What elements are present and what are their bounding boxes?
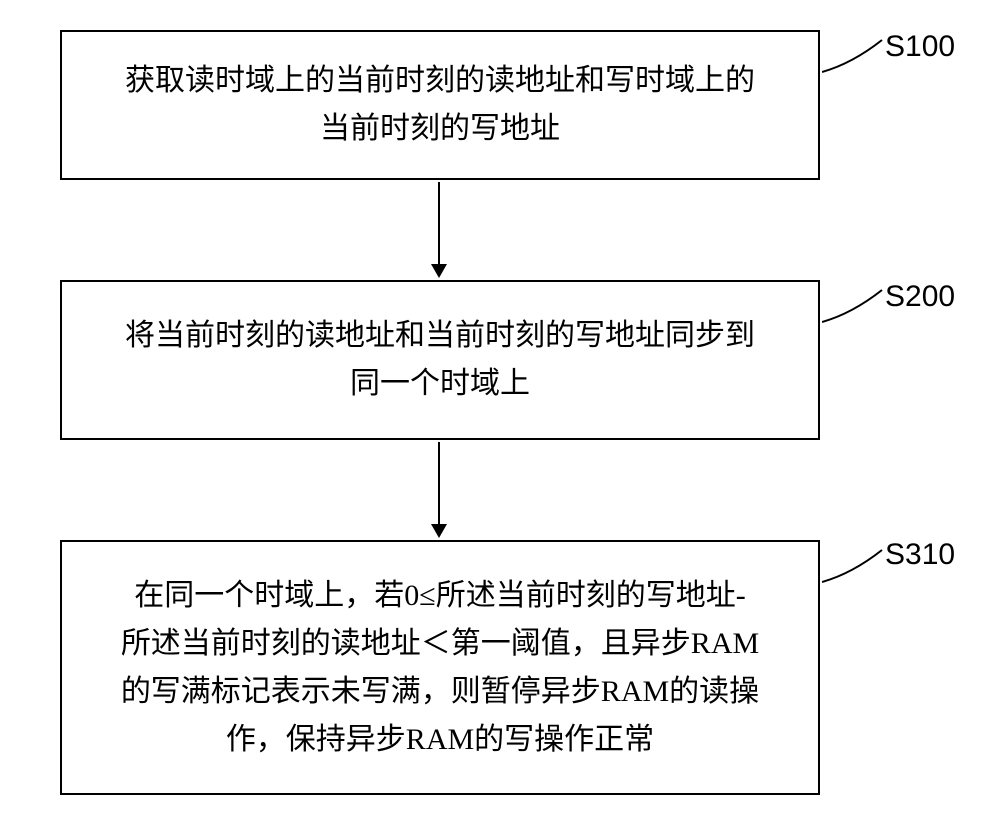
step-label: S200 [885, 280, 955, 314]
flowchart-box: 在同一个时域上，若0≤所述当前时刻的写地址- 所述当前时刻的读地址＜第一阈值，且… [60, 540, 820, 795]
flowchart-box: 获取读时域上的当前时刻的读地址和写时域上的 当前时刻的写地址 [60, 30, 820, 180]
arrow-head-icon [431, 524, 447, 538]
arrow-line [438, 182, 440, 266]
step-label: S310 [885, 538, 955, 572]
flowchart-box-text: 获取读时域上的当前时刻的读地址和写时域上的 当前时刻的写地址 [125, 57, 755, 153]
flowchart-box-text: 将当前时刻的读地址和当前时刻的写地址同步到 同一个时域上 [125, 312, 755, 408]
flowchart-box: 将当前时刻的读地址和当前时刻的写地址同步到 同一个时域上 [60, 280, 820, 440]
arrow-head-icon [431, 264, 447, 278]
step-label: S100 [885, 30, 955, 64]
bracket-connector [822, 30, 887, 77]
arrow-line [438, 442, 440, 526]
flowchart-box-text: 在同一个时域上，若0≤所述当前时刻的写地址- 所述当前时刻的读地址＜第一阈值，且… [121, 572, 759, 764]
bracket-connector [822, 280, 887, 327]
bracket-connector [822, 540, 887, 587]
